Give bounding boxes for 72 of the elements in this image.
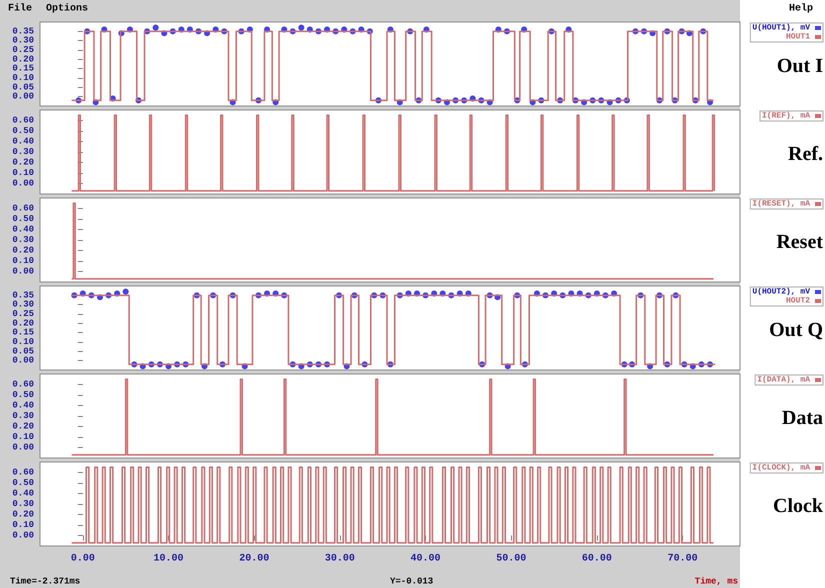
y-tick-label: 0.00 [12, 266, 34, 276]
text: File [8, 2, 32, 14]
y-tick-label: 0.40 [12, 224, 34, 234]
text: Help [788, 2, 814, 14]
y-tick-label: 0.15 [12, 328, 34, 338]
y-tick-label: 0.00 [12, 442, 34, 452]
y-tick-label: 0.25 [12, 45, 34, 55]
x-tick-label: 0.00 [70, 554, 95, 564]
x-tick-label: 40.00 [410, 554, 441, 564]
y-tick-label: 0.60 [12, 204, 34, 214]
y-tick-label: 0.00 [12, 92, 34, 102]
legend-label: HOUT1 [786, 32, 810, 42]
y-tick-label: 0.05 [12, 346, 34, 356]
y-tick-label: 0.10 [12, 520, 34, 530]
y-axis-title: Clock [773, 495, 824, 517]
y-tick-label: 0.60 [12, 468, 34, 478]
legend-label: U(HOUT2), mV [752, 288, 810, 296]
legend-label: U(HOUT1), mV [752, 24, 810, 32]
y-tick-label: 0.00 [12, 178, 34, 188]
text: Time=-2.371ms [10, 576, 80, 586]
y-axis-title: Out Q [769, 319, 824, 341]
legend-label: I(REF), mA [762, 112, 810, 120]
x-axis-title: Time, ms [694, 576, 738, 586]
y-tick-label: 0.60 [12, 380, 34, 390]
legend-label: I(CLOCK), mA [752, 464, 810, 472]
x-tick-label: 60.00 [582, 554, 612, 564]
legend-label: I(RESET), mA [752, 200, 810, 208]
y-tick-label: 0.30 [12, 499, 34, 509]
y-tick-label: 0.20 [12, 318, 34, 328]
y-axis-title: Data [782, 407, 824, 429]
legend-label: HOUT2 [786, 296, 810, 306]
legend-label: I(DATA), mA [757, 376, 810, 384]
y-tick-label: 0.50 [12, 478, 34, 488]
y-tick-label: 0.00 [12, 356, 34, 366]
text: Y=-0.013 [390, 576, 434, 586]
y-tick-label: 0.40 [12, 136, 34, 146]
y-tick-label: 0.20 [12, 510, 34, 520]
y-tick-label: 0.20 [12, 422, 34, 432]
y-tick-label: 0.30 [12, 411, 34, 421]
y-tick-label: 0.35 [12, 290, 34, 300]
y-tick-label: 0.20 [12, 54, 34, 64]
y-tick-label: 0.20 [12, 246, 34, 256]
y-axis-title: Reset [776, 231, 824, 253]
y-tick-label: 0.00 [12, 530, 34, 540]
y-axis-title: Out I [776, 55, 824, 77]
x-tick-label: 70.00 [668, 554, 698, 564]
y-tick-label: 0.05 [12, 82, 34, 92]
y-tick-label: 0.30 [12, 36, 34, 46]
y-tick-label: 0.20 [12, 158, 34, 168]
y-tick-label: 0.60 [12, 116, 34, 126]
y-tick-label: 0.10 [12, 73, 34, 83]
text: Options [46, 2, 88, 14]
x-tick-label: 50.00 [496, 554, 526, 564]
x-tick-label: 30.00 [324, 554, 355, 564]
y-axis-title: Ref. [788, 143, 824, 165]
y-tick-label: 0.35 [12, 26, 34, 36]
y-tick-label: 0.10 [12, 432, 34, 442]
y-tick-label: 0.10 [12, 337, 34, 347]
x-tick-label: 20.00 [239, 554, 270, 564]
y-tick-label: 0.15 [12, 64, 34, 74]
y-tick-label: 0.50 [12, 214, 34, 224]
y-tick-label: 0.30 [12, 300, 34, 310]
y-tick-label: 0.25 [12, 309, 34, 319]
y-tick-label: 0.30 [12, 235, 34, 245]
x-tick-label: 10.00 [154, 554, 184, 564]
y-tick-label: 0.30 [12, 147, 34, 157]
y-tick-label: 0.50 [12, 126, 34, 136]
y-tick-label: 0.10 [12, 168, 34, 178]
y-tick-label: 0.40 [12, 400, 34, 410]
y-tick-label: 0.50 [12, 390, 34, 400]
y-tick-label: 0.40 [12, 488, 34, 498]
y-tick-label: 0.10 [12, 256, 34, 266]
